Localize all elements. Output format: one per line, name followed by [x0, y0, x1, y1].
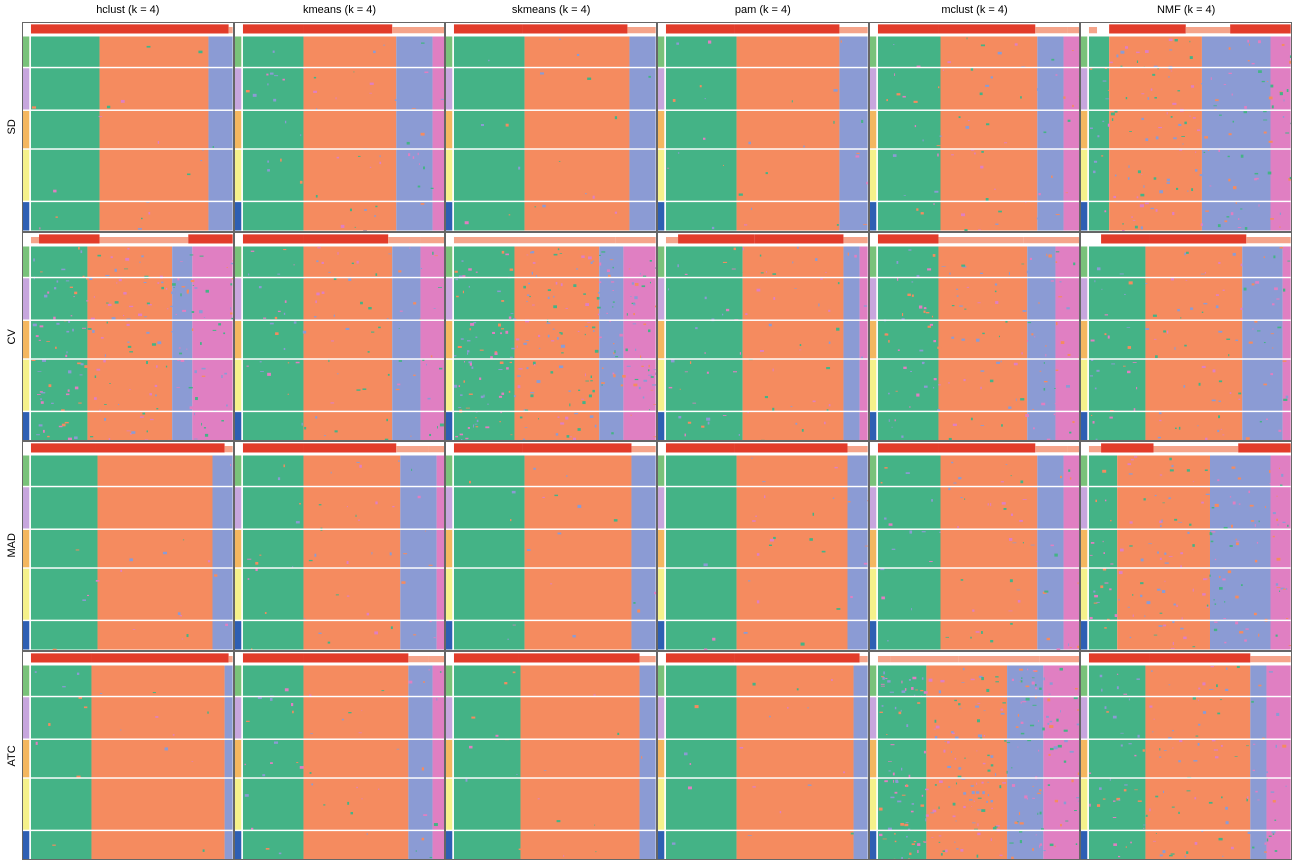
- heatmap-cell: [22, 232, 234, 442]
- heatmap-cell: [1080, 441, 1292, 651]
- heatmap-cell: [234, 441, 446, 651]
- heatmap-cell: [1080, 651, 1292, 861]
- heatmap-cell: [445, 651, 657, 861]
- row-header: ATC: [4, 651, 22, 861]
- column-header: pam (k = 4): [657, 4, 869, 22]
- heatmap-cell: [657, 441, 869, 651]
- heatmap-cell: [445, 232, 657, 442]
- heatmap-cell: [445, 22, 657, 232]
- column-header: NMF (k = 4): [1080, 4, 1292, 22]
- heatmap-cell: [869, 22, 1081, 232]
- heatmap-cell: [657, 232, 869, 442]
- heatmap-cell: [234, 232, 446, 442]
- heatmap-cell: [22, 651, 234, 861]
- row-header: MAD: [4, 441, 22, 651]
- heatmap-cell: [22, 22, 234, 232]
- column-header: mclust (k = 4): [869, 4, 1081, 22]
- heatmap-cell: [1080, 232, 1292, 442]
- heatmap-cell: [869, 232, 1081, 442]
- heatmap-cell: [657, 651, 869, 861]
- heatmap-cell: [869, 651, 1081, 861]
- heatmap-cell: [869, 441, 1081, 651]
- row-header: SD: [4, 22, 22, 232]
- column-header: hclust (k = 4): [22, 4, 234, 22]
- row-header: CV: [4, 232, 22, 442]
- heatmap-cell: [445, 441, 657, 651]
- heatmap-cell: [22, 441, 234, 651]
- column-header: kmeans (k = 4): [234, 4, 446, 22]
- column-header: skmeans (k = 4): [445, 4, 657, 22]
- heatmap-cell: [234, 651, 446, 861]
- heatmap-cell: [657, 22, 869, 232]
- heatmap-cell: [1080, 22, 1292, 232]
- heatmap-cell: [234, 22, 446, 232]
